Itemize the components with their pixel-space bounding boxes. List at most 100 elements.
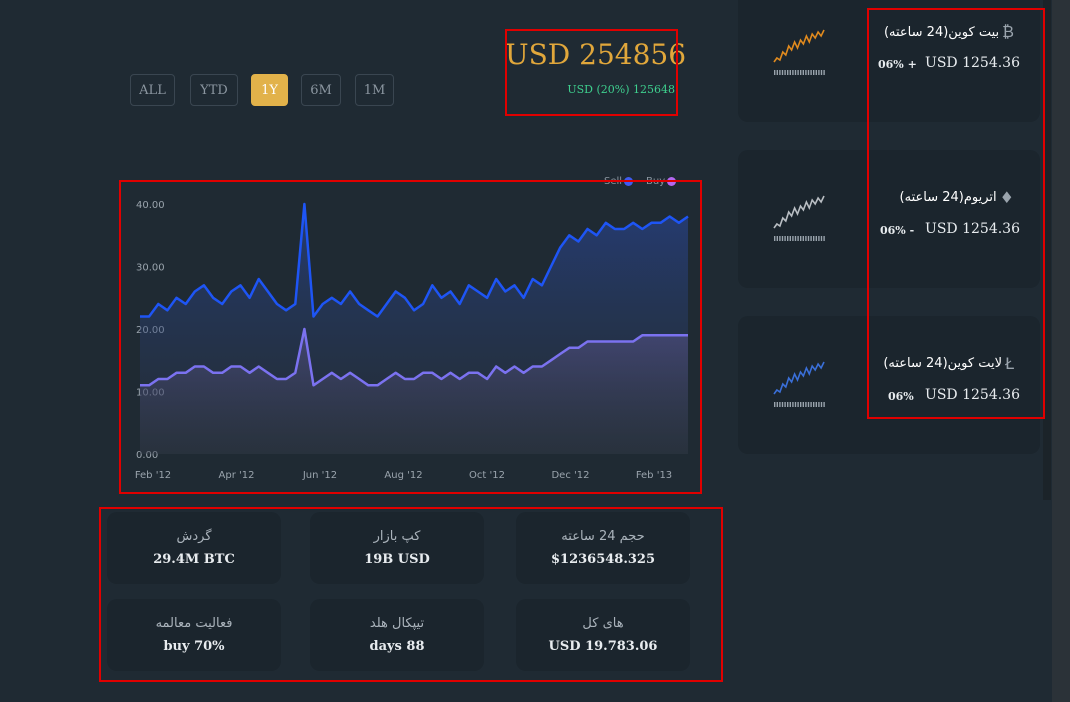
sparkline-tick xyxy=(794,402,797,407)
sparkline-tick xyxy=(802,70,804,75)
sparkline-tick xyxy=(805,236,807,241)
coin-card-litecoin[interactable]: لایت کوین(24 ساعته) Ł USD 1254.36 06% xyxy=(738,316,1040,454)
stat-card-typical-hold: تیپکال هلد days 88 xyxy=(310,599,484,671)
range-1y-button[interactable]: 1Y xyxy=(251,74,288,106)
range-6m-button[interactable]: 6M xyxy=(301,74,341,106)
litecoin-sparkline xyxy=(773,361,825,407)
coin-price: USD 1254.36 xyxy=(925,55,1020,71)
sparkline-tick xyxy=(807,236,810,241)
sparkline-tick xyxy=(781,236,784,241)
coin-name-row: لایت کوین(24 ساعته) Ł xyxy=(883,354,1014,373)
stat-value: $1236548.325 xyxy=(550,552,656,567)
sparkline-tick xyxy=(784,236,786,241)
sparkline-tick xyxy=(800,236,802,241)
range-1m-button[interactable]: 1M xyxy=(355,74,394,106)
stat-label: گردش xyxy=(176,529,212,544)
bitcoin-sparkline xyxy=(773,29,825,75)
stat-label: حجم 24 ساعته xyxy=(561,529,645,544)
sparkline-tick xyxy=(776,70,778,75)
sparkline-tick xyxy=(797,236,799,241)
sparkline-tick xyxy=(792,402,794,407)
sparkline-tick xyxy=(794,70,797,75)
x-tick-label: Dec '12 xyxy=(551,470,589,481)
sparkline-tick xyxy=(784,70,786,75)
sparkline-tick xyxy=(797,70,799,75)
stat-card-market-cap: کپ بازار 19B USD xyxy=(310,512,484,584)
sparkline-tick xyxy=(805,70,807,75)
coin-card-bitcoin[interactable]: بیت کوین(24 ساعته) ₿ USD 1254.36 06% + xyxy=(738,0,1040,122)
sparkline-tick xyxy=(789,236,791,241)
sparkline-tick xyxy=(818,236,820,241)
stat-label: تیپکال هلد xyxy=(369,616,425,631)
sparkline-tick xyxy=(781,402,784,407)
sparkline-tick xyxy=(820,236,823,241)
stat-label: کپ بازار xyxy=(373,529,421,544)
y-tick-label: 30.00 xyxy=(136,263,165,274)
y-tick-label: 0.00 xyxy=(136,450,158,461)
sparkline-tick xyxy=(781,70,784,75)
coin-name: بیت کوین(24 ساعته) xyxy=(883,24,1000,40)
stat-label: فعالیت معالمه xyxy=(155,616,233,631)
sparkline-tick xyxy=(813,236,815,241)
ethereum-sparkline xyxy=(773,195,825,241)
coin-price: USD 1254.36 xyxy=(925,387,1020,403)
x-tick-label: Feb '13 xyxy=(636,470,672,481)
stat-label: های کل xyxy=(582,616,624,631)
sparkline-tick xyxy=(797,402,799,407)
sparkline-tick xyxy=(823,236,825,241)
sparkline-tick xyxy=(774,70,776,75)
sparkline-path xyxy=(773,29,825,63)
sparkline-tick xyxy=(805,402,807,407)
ethereum-icon: ♦ xyxy=(999,188,1014,207)
sparkline-tick xyxy=(800,70,802,75)
x-tick-label: Feb '12 xyxy=(135,470,171,481)
sparkline-tick xyxy=(818,70,820,75)
sparkline-tick xyxy=(823,70,825,75)
coin-name: لایت کوین(24 ساعته) xyxy=(883,356,1002,371)
sparkline-tick xyxy=(813,70,815,75)
stat-value: 29.4M BTC xyxy=(153,552,235,567)
sparkline-tick xyxy=(774,236,776,241)
sparkline-tick xyxy=(815,236,817,241)
range-all-button[interactable]: ALL xyxy=(130,74,175,106)
stat-card-circulation: گردش 29.4M BTC xyxy=(107,512,281,584)
stat-value: days 88 xyxy=(369,639,425,654)
sparkline-tick xyxy=(810,236,812,241)
coin-price: USD 1254.36 xyxy=(925,221,1020,237)
sparkline-tick xyxy=(792,236,794,241)
bitcoin-icon: ₿ xyxy=(1002,22,1014,41)
y-tick-label: 40.00 xyxy=(136,200,165,211)
total-price: USD 254856 xyxy=(505,38,687,71)
sparkline-tick xyxy=(787,70,789,75)
range-ytd-button[interactable]: YTD xyxy=(190,74,238,106)
sparkline-tick xyxy=(776,402,778,407)
scroll-gutter xyxy=(1043,0,1051,500)
sparkline-tick xyxy=(779,70,781,75)
sparkline-tick xyxy=(794,236,797,241)
sparkline-tick xyxy=(820,70,823,75)
sparkline-tick xyxy=(823,402,825,407)
sparkline-tick xyxy=(779,236,781,241)
coin-change: 06% - xyxy=(880,224,915,237)
series-line-sell[interactable] xyxy=(140,202,689,318)
sparkline-tick xyxy=(789,402,791,407)
sparkline-tick xyxy=(792,70,794,75)
sparkline-tick xyxy=(779,402,781,407)
stat-value: 19B USD xyxy=(364,552,430,567)
sparkline-tick xyxy=(815,70,817,75)
coin-card-ethereum[interactable]: اتریوم(24 ساعته) ♦ USD 1254.36 06% - xyxy=(738,150,1040,288)
x-tick-label: Aug '12 xyxy=(384,470,422,481)
stat-value: USD 19.783.06 xyxy=(548,639,658,654)
coin-change: 06% xyxy=(888,390,914,403)
sparkline-tick xyxy=(807,402,810,407)
sparkline-tick xyxy=(784,402,786,407)
sparkline-tick xyxy=(807,70,810,75)
x-tick-label: Apr '12 xyxy=(219,470,255,481)
price-change: USD (20%) 125648 xyxy=(567,83,675,96)
scrollbar[interactable] xyxy=(1052,0,1070,702)
series-line-buy[interactable] xyxy=(140,327,688,387)
stat-card-total: های کل USD 19.783.06 xyxy=(516,599,690,671)
sparkline-tick xyxy=(813,402,815,407)
sparkline-path xyxy=(773,195,825,229)
